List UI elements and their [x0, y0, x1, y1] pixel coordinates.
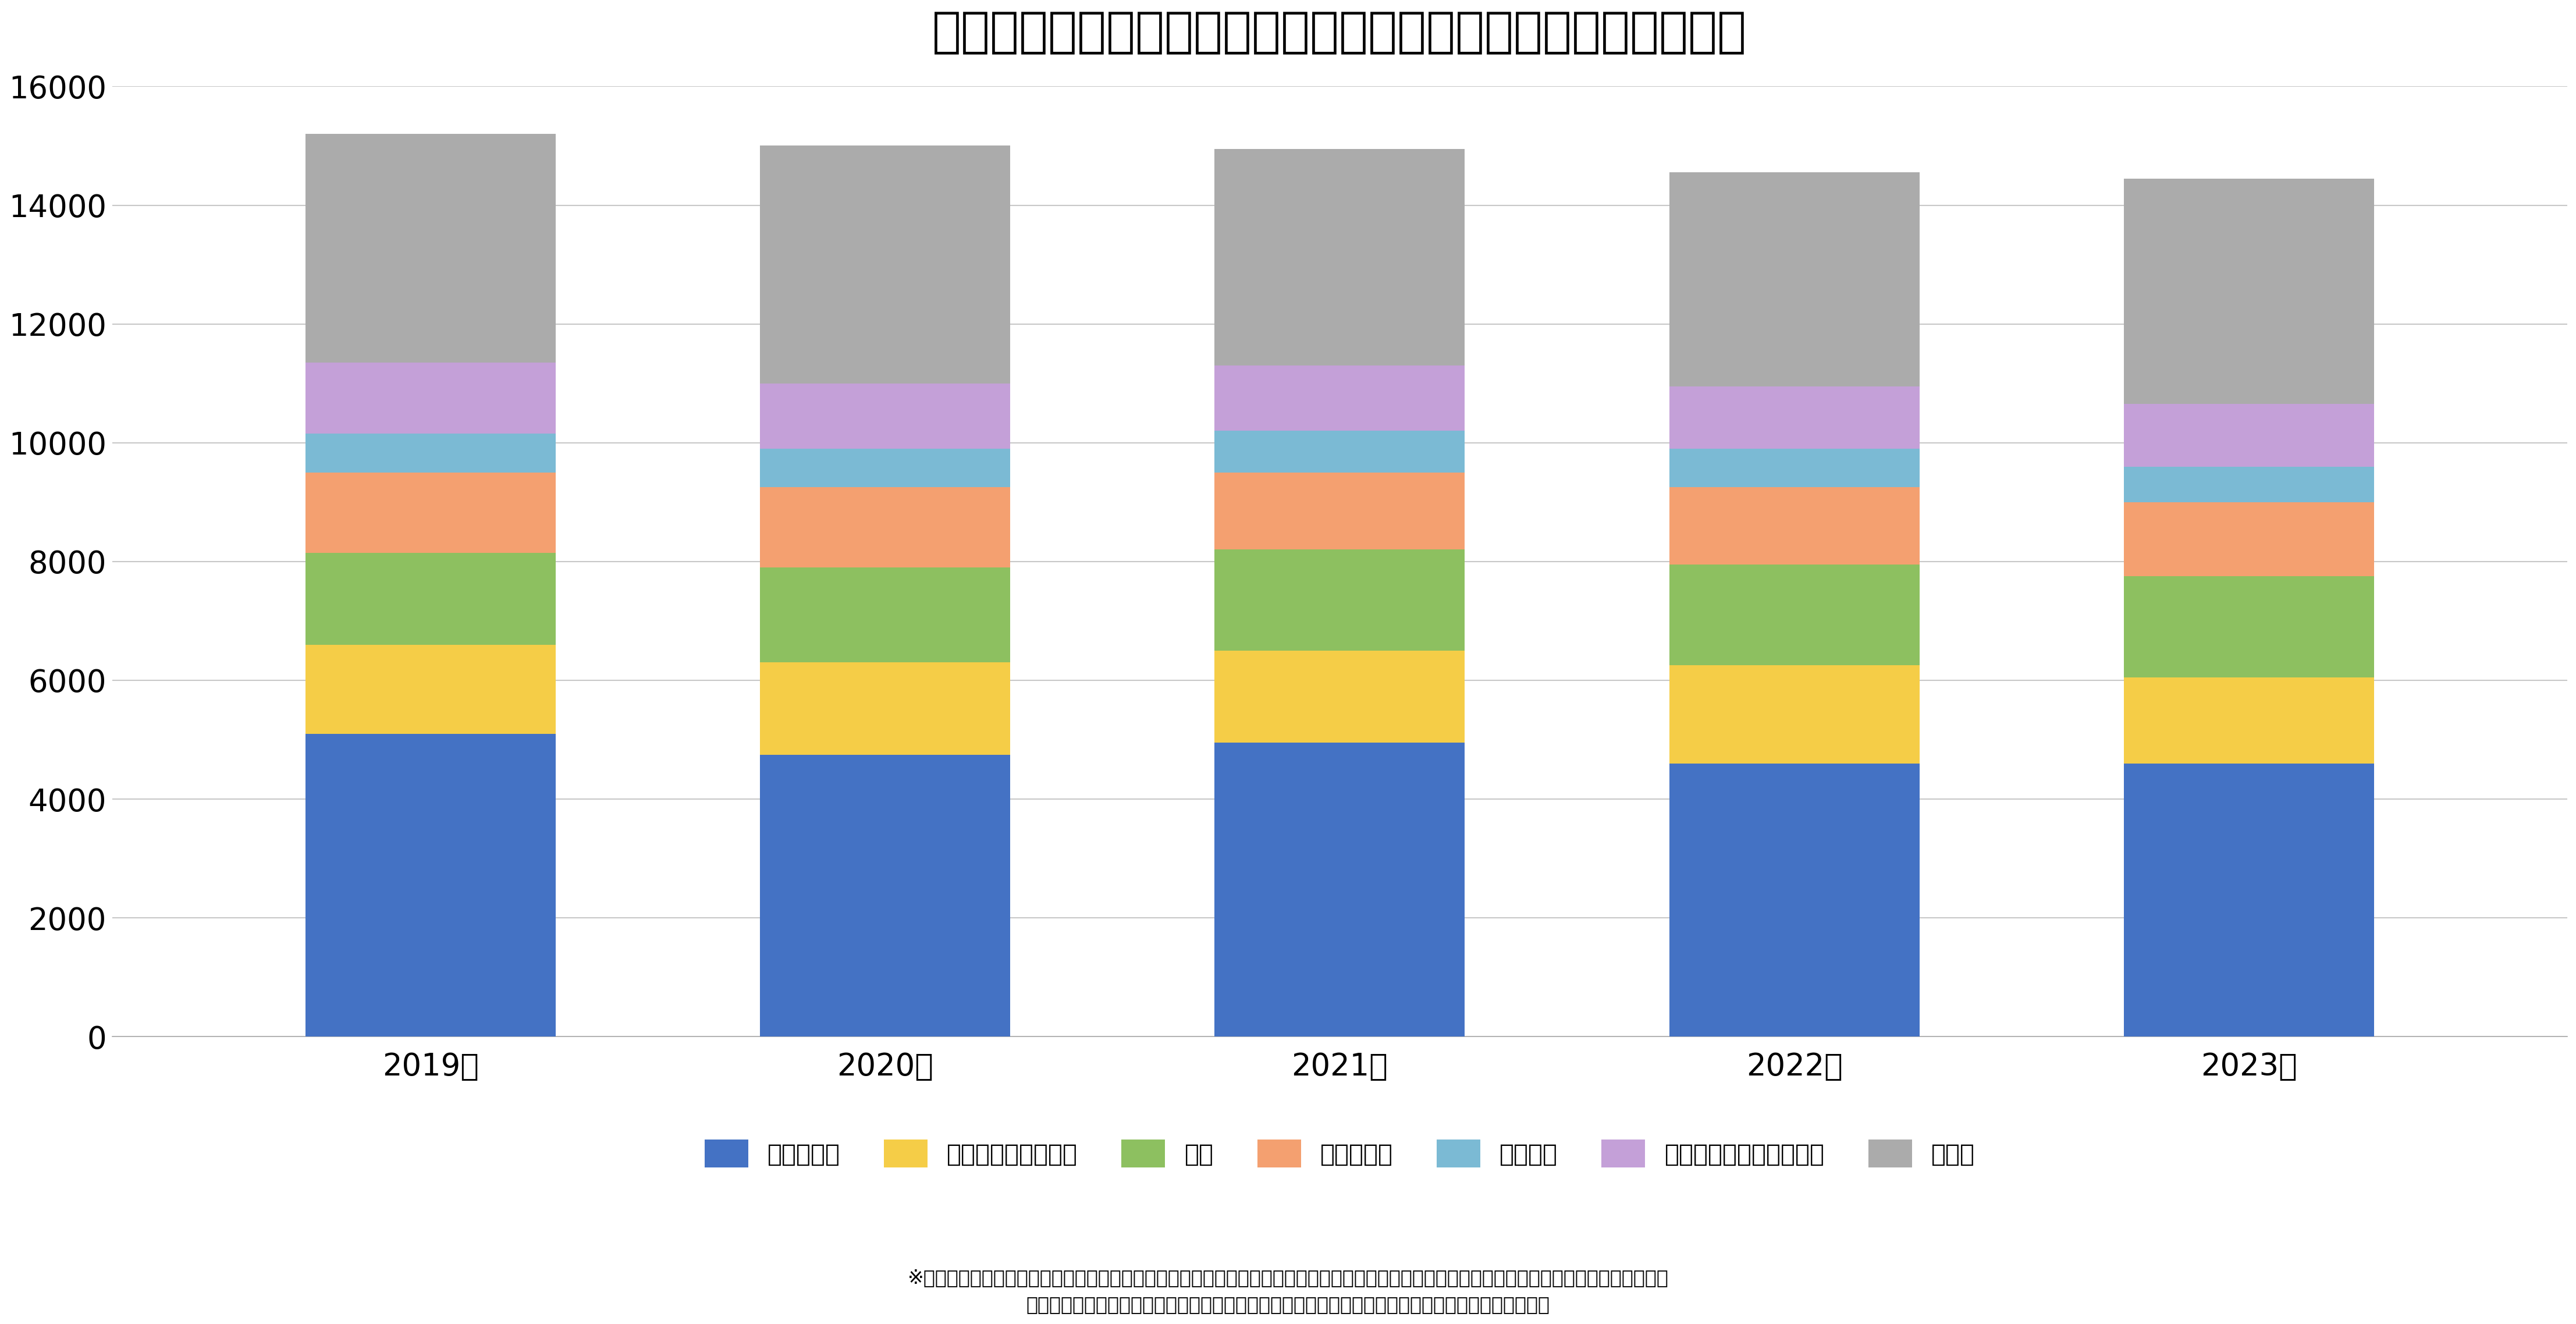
Bar — [307, 552, 556, 645]
Bar — [307, 645, 556, 733]
Bar — [760, 662, 1010, 755]
Bar — [1216, 473, 1466, 549]
Bar — [1669, 487, 1919, 564]
Bar — [307, 473, 556, 552]
Bar — [1669, 449, 1919, 487]
Bar — [1669, 764, 1919, 1037]
Bar — [2125, 502, 2375, 576]
Bar — [2125, 179, 2375, 404]
Title: 建築業における労働災害（死傷災害）発生状況（事故の型別）: 建築業における労働災害（死傷災害）発生状況（事故の型別） — [933, 9, 1747, 56]
Bar — [2125, 678, 2375, 764]
Bar — [307, 134, 556, 363]
Bar — [1216, 365, 1466, 430]
Bar — [1216, 549, 1466, 650]
Bar — [2125, 576, 2375, 678]
Bar — [760, 755, 1010, 1037]
Bar — [760, 449, 1010, 487]
Legend: 墜落・転落, 挟まれ・巻き込まれ, 転倒, 飛来・落下, 激突され, 動作の反動・無理な動作, その他: 墜落・転落, 挟まれ・巻き込まれ, 転倒, 飛来・落下, 激突され, 動作の反動… — [696, 1129, 1984, 1177]
Bar — [760, 568, 1010, 662]
Bar — [1669, 172, 1919, 387]
Bar — [760, 384, 1010, 449]
Bar — [760, 146, 1010, 384]
Bar — [1216, 743, 1466, 1037]
Bar — [760, 487, 1010, 568]
Bar — [2125, 404, 2375, 466]
Bar — [307, 733, 556, 1037]
Bar — [307, 434, 556, 473]
Bar — [1669, 564, 1919, 666]
Bar — [2125, 466, 2375, 502]
Bar — [1216, 430, 1466, 473]
Bar — [2125, 764, 2375, 1037]
Text: ※その他に含まれる型（「激突」「崩壊・倒壊」「切れ・こすれ」「踏抜き」「おぼれ」「高温・低温物との接触」「有害物との接触」「感電」: ※その他に含まれる型（「激突」「崩壊・倒壊」「切れ・こすれ」「踏抜き」「おぼれ」… — [907, 1268, 1669, 1288]
Bar — [1669, 666, 1919, 764]
Bar — [307, 363, 556, 434]
Text: 「爆発」「破裂」「火災」「交通事故（道路）」「交通事故（その他）」「その他」「分類不能」）: 「爆発」「破裂」「火災」「交通事故（道路）」「交通事故（その他）」「その他」「分… — [1025, 1295, 1551, 1315]
Bar — [1216, 650, 1466, 743]
Bar — [1669, 387, 1919, 449]
Bar — [1216, 148, 1466, 365]
